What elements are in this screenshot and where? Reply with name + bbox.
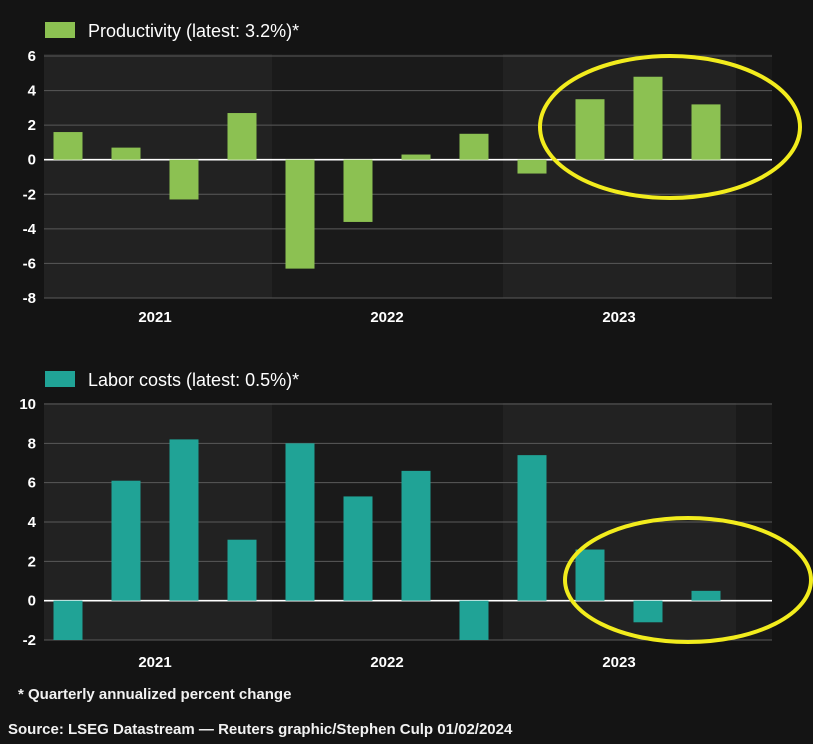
y-tick-label: 6	[28, 475, 36, 492]
year-band	[503, 54, 736, 298]
y-tick-label: 10	[19, 396, 36, 413]
chart-1: 6 4 2 0 -2 -4 -6 -8 2021 2022 2023 Productivity (la…	[23, 21, 802, 326]
bar	[285, 443, 315, 601]
bar	[343, 159, 373, 222]
bar	[227, 539, 257, 601]
y-tick-label: 0	[28, 593, 36, 610]
x-year-label: 2021	[138, 309, 171, 326]
bar	[111, 480, 141, 601]
bar	[401, 470, 431, 601]
bar	[633, 600, 663, 623]
bar	[169, 439, 199, 601]
footnote: * Quarterly annualized percent change	[18, 686, 292, 703]
bar	[53, 600, 83, 640]
y-tick-label: -4	[23, 221, 37, 238]
bar	[691, 590, 721, 601]
bar	[285, 159, 315, 269]
bar	[575, 549, 605, 601]
x-year-label: 2023	[602, 309, 635, 326]
bar	[633, 76, 663, 160]
bar	[517, 455, 547, 601]
bar	[691, 104, 721, 160]
y-tick-label: 2	[28, 117, 36, 134]
x-year-label: 2022	[370, 654, 403, 671]
source-note: Source: LSEG Datastream — Reuters graphi…	[8, 721, 513, 738]
chart-title: Productivity (latest: 3.2%)*	[88, 21, 299, 41]
bar	[343, 496, 373, 601]
highlight-ellipse	[538, 54, 802, 200]
bar	[53, 132, 83, 160]
legend-swatch	[45, 22, 75, 38]
y-tick-label: 0	[28, 152, 36, 169]
y-tick-label: 6	[28, 48, 36, 65]
year-band	[44, 54, 272, 298]
bar	[459, 600, 489, 640]
bar	[517, 159, 547, 174]
bar	[111, 147, 141, 160]
x-year-label: 2021	[138, 654, 171, 671]
bar	[227, 113, 257, 160]
bar	[169, 159, 199, 200]
chart-title: Labor costs (latest: 0.5%)*	[88, 370, 299, 390]
bar	[575, 99, 605, 160]
y-tick-label: -2	[23, 632, 36, 649]
y-tick-label: 2	[28, 553, 36, 570]
y-tick-label: 4	[28, 83, 37, 100]
y-tick-label: -6	[23, 255, 36, 272]
y-tick-label: 8	[28, 435, 36, 452]
bar	[401, 154, 431, 160]
chart-2: 10 8 6 4 2 0 -2 2021 2022 2023 Labor costs (latest…	[19, 370, 813, 671]
y-tick-label: -8	[23, 290, 36, 307]
x-year-label: 2022	[370, 309, 403, 326]
legend-swatch	[45, 371, 75, 387]
bar	[459, 133, 489, 160]
y-tick-label: 4	[28, 514, 37, 531]
charts-canvas: 6 4 2 0 -2 -4 -6 -8 2021 2022 2023 Productivity (la…	[19, 21, 813, 671]
y-tick-label: -2	[23, 186, 36, 203]
x-year-label: 2023	[602, 654, 635, 671]
highlight-ellipse	[563, 516, 813, 644]
